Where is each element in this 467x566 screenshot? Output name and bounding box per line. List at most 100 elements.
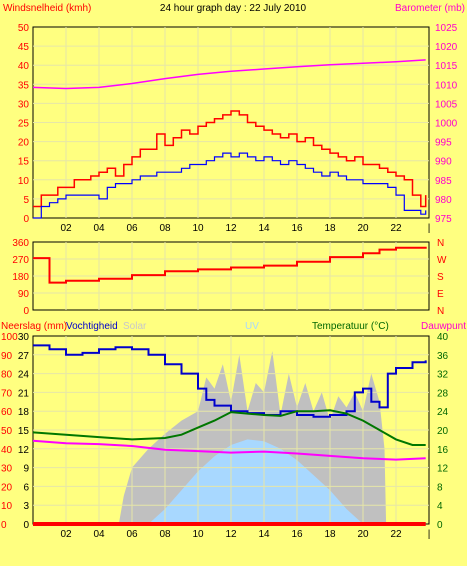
barometer-tick: 1010 [435, 80, 458, 91]
wind_avg-line [33, 152, 427, 219]
rain-tick: 10 [1, 501, 13, 512]
wind-direction-series [33, 246, 427, 284]
barometer-line [32, 59, 426, 90]
panel3-hour-labels: 02 04 06 08 10 12 14 16 18 20 22 | [60, 529, 430, 540]
temperature-tick: 36 [437, 351, 449, 362]
barometer-tick: 1020 [435, 42, 458, 53]
humidity-tick: 24 [18, 370, 30, 381]
hour-label: 14 [258, 529, 270, 540]
wind-speed-tick: 10 [18, 176, 30, 187]
wind_gust-line [33, 110, 427, 208]
barometer-tick: 1000 [435, 119, 458, 130]
solar-axis-title: Solar [123, 321, 147, 332]
barometer-tick: 995 [435, 138, 452, 149]
rain-tick: 70 [1, 388, 13, 399]
humidity-temperature-series [32, 344, 427, 526]
hour-label: 22 [390, 223, 402, 234]
barometer-axis-title: Barometer (mb) [395, 3, 465, 14]
temperature-tick-labels: 0 4 8 12 16 20 24 28 32 36 40 [437, 332, 449, 531]
hour-label: 02 [60, 223, 72, 234]
temperature-tick: 28 [437, 388, 449, 399]
hour-label: 02 [60, 529, 72, 540]
panel1-hour-labels: 02 04 06 08 10 12 14 16 18 20 22 | [60, 223, 430, 234]
uv-area [33, 439, 426, 524]
humidity-tick: 18 [18, 407, 30, 418]
humidity-tick: 21 [18, 388, 30, 399]
wind-speed-tick: 30 [18, 99, 30, 110]
compass-tick: N [437, 306, 444, 317]
wind-speed-tick: 35 [18, 80, 30, 91]
wind-speed-tick: 40 [18, 61, 30, 72]
wind-speed-tick: 5 [23, 195, 29, 206]
humidity-axis-title: Vochtigheid [66, 321, 118, 332]
hour-label: | [428, 223, 431, 234]
compass-tick: N [437, 238, 444, 249]
temperature-tick: 20 [437, 426, 449, 437]
temperature-tick: 16 [437, 445, 449, 456]
temperature-tick: 0 [437, 520, 443, 531]
rain-tick: 20 [1, 482, 13, 493]
hour-label: 14 [258, 223, 270, 234]
wind-speed-tick: 0 [23, 214, 29, 225]
wind-speed-tick: 50 [18, 23, 30, 34]
dewpoint-line [32, 439, 426, 461]
humidity-tick: 27 [18, 351, 30, 362]
barometer-tick: 1025 [435, 23, 458, 34]
wind-barometer-grid [33, 27, 429, 218]
wind_direction-line [33, 246, 427, 284]
humidity-tick: 15 [18, 426, 30, 437]
temperature-tick: 40 [437, 332, 449, 343]
humidity-temperature-grid [33, 336, 429, 524]
hour-label: 22 [390, 529, 402, 540]
barometer-tick: 990 [435, 157, 452, 168]
temperature-line [32, 409, 426, 446]
barometer-tick-labels: 975 980 985 990 995 1000 1005 1010 1015 1020 1025 [435, 23, 458, 225]
temperature-tick: 4 [437, 501, 443, 512]
hour-label: 18 [324, 223, 336, 234]
hour-label: 08 [159, 529, 171, 540]
rain-axis-title: Neerslag (mm) [1, 321, 67, 332]
temperature-tick: 12 [437, 464, 449, 475]
temperature-tick: 8 [437, 482, 443, 493]
wind-direction-degree-labels: 0 90 180 270 360 [12, 238, 29, 317]
rain-tick: 30 [1, 464, 13, 475]
compass-tick: S [437, 272, 444, 283]
humidity-tick: 30 [18, 332, 30, 343]
direction-degree-tick: 90 [18, 289, 30, 300]
wind-barometer-series [32, 59, 427, 219]
rain-tick: 60 [1, 407, 13, 418]
wind-speed-tick: 15 [18, 157, 30, 168]
hour-label: 10 [192, 529, 204, 540]
wind-speed-tick: 45 [18, 42, 30, 53]
wind-speed-tick: 20 [18, 138, 30, 149]
hour-label: 04 [93, 223, 105, 234]
rain-tick: 100 [1, 332, 18, 343]
hour-label: 12 [225, 529, 237, 540]
hour-label: | [428, 529, 431, 540]
barometer-tick: 1015 [435, 61, 458, 72]
temperature-tick: 32 [437, 370, 449, 381]
humidity-tick: 3 [23, 501, 29, 512]
temperature-axis-title: Temperatuur (°C) [312, 321, 389, 332]
direction-degree-tick: 360 [12, 238, 29, 249]
rain-tick: 0 [1, 520, 7, 531]
hour-label: 20 [357, 529, 369, 540]
rain-tick: 90 [1, 351, 13, 362]
humidity-rain-tick-labels: 0 3 6 9 12 15 18 21 24 27 30 0 10 20 30 40 50 60 70 80 90 100 [1, 332, 29, 531]
chart-title: 24 hour graph day : 22 July 2010 [160, 3, 307, 14]
uv-axis-title: UV [245, 321, 259, 332]
hour-label: 10 [192, 223, 204, 234]
hour-label: 06 [126, 529, 138, 540]
humidity-tick: 0 [23, 520, 29, 531]
direction-degree-tick: 180 [12, 272, 29, 283]
solar-uv-fills [33, 351, 426, 524]
humidity-tick: 9 [23, 464, 29, 475]
hour-label: 04 [93, 529, 105, 540]
dewpoint-axis-title: Dauwpunt [421, 321, 466, 332]
barometer-tick: 975 [435, 214, 452, 225]
rain-tick: 40 [1, 445, 13, 456]
hour-label: 16 [291, 223, 303, 234]
barometer-tick: 985 [435, 176, 452, 187]
